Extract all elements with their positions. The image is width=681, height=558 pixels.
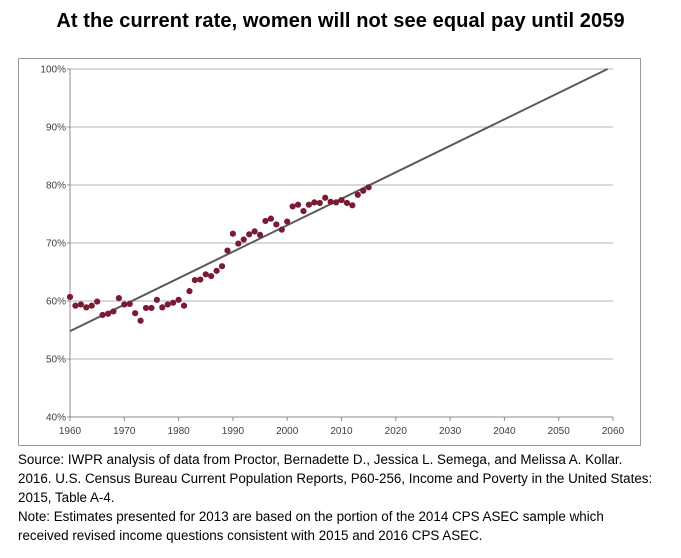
data-point bbox=[148, 304, 155, 312]
chart-title: At the current rate, women will not see … bbox=[56, 10, 625, 32]
data-point bbox=[311, 199, 318, 206]
data-point bbox=[218, 263, 226, 270]
y-tick-label: 40% bbox=[46, 413, 66, 424]
data-points bbox=[66, 184, 372, 324]
y-tick-label: 50% bbox=[46, 355, 66, 366]
data-point bbox=[115, 295, 122, 302]
data-point bbox=[99, 311, 106, 319]
data-point bbox=[343, 199, 351, 207]
y-tick-label: 100% bbox=[40, 65, 66, 76]
x-tick-label: 2050 bbox=[548, 426, 571, 437]
data-point bbox=[256, 231, 264, 238]
x-tick-label: 2030 bbox=[439, 426, 462, 437]
data-point bbox=[246, 231, 253, 238]
y-tick-label: 90% bbox=[46, 123, 66, 134]
data-point bbox=[126, 300, 133, 307]
data-point bbox=[300, 208, 307, 215]
data-point bbox=[229, 230, 236, 237]
y-tick-label: 70% bbox=[46, 239, 66, 250]
data-point bbox=[88, 302, 95, 309]
data-point bbox=[316, 199, 323, 207]
data-point bbox=[322, 194, 329, 201]
x-tick-label: 1990 bbox=[222, 426, 245, 437]
data-point bbox=[235, 240, 242, 247]
data-point bbox=[153, 296, 160, 303]
axes: 40% 50% 60% 70% 80% 90% 100% 1960 1970 1980 1990 20… bbox=[40, 65, 624, 438]
data-point bbox=[202, 271, 209, 278]
data-point bbox=[197, 276, 204, 283]
data-point bbox=[338, 196, 345, 204]
data-point bbox=[104, 310, 112, 317]
chart-area: 40% 50% 60% 70% 80% 90% 100% 1960 1970 1980 1990 20… bbox=[18, 58, 641, 446]
x-tick-label: 2060 bbox=[602, 426, 625, 437]
x-tick-label: 1980 bbox=[167, 426, 190, 437]
data-point bbox=[360, 187, 367, 194]
data-point bbox=[77, 301, 84, 308]
gridlines bbox=[70, 68, 613, 360]
data-point bbox=[327, 198, 334, 205]
data-point bbox=[142, 304, 150, 312]
data-point bbox=[278, 226, 285, 233]
note-text: Note: Estimates presented for 2013 are b… bbox=[18, 509, 604, 543]
data-point bbox=[332, 199, 340, 206]
data-point bbox=[164, 301, 171, 308]
y-tick-label: 80% bbox=[46, 181, 66, 192]
data-point bbox=[267, 215, 275, 222]
data-point bbox=[170, 299, 177, 306]
data-point bbox=[365, 184, 372, 191]
data-point bbox=[224, 247, 231, 254]
x-tick-label: 2020 bbox=[385, 426, 408, 437]
data-point bbox=[180, 302, 188, 309]
data-point bbox=[354, 191, 361, 198]
data-point bbox=[83, 304, 90, 311]
data-point bbox=[273, 221, 280, 228]
data-point bbox=[289, 203, 296, 210]
data-point bbox=[175, 296, 182, 303]
data-point bbox=[191, 277, 198, 284]
data-point bbox=[110, 308, 117, 315]
data-point bbox=[262, 217, 269, 225]
y-tick-label: 60% bbox=[46, 297, 66, 308]
chart-canvas: 40% 50% 60% 70% 80% 90% 100% 1960 1970 1980 1990 20… bbox=[40, 65, 624, 438]
data-point bbox=[240, 236, 247, 243]
data-point bbox=[159, 304, 166, 311]
x-tick-label: 1960 bbox=[59, 426, 82, 437]
x-tick-label: 2000 bbox=[276, 426, 299, 437]
x-tick-label: 1970 bbox=[113, 426, 136, 437]
data-point bbox=[137, 317, 144, 324]
data-point bbox=[305, 201, 313, 208]
x-tick-label: 2040 bbox=[493, 426, 516, 437]
caption: Source: IWPR analysis of data from Proct… bbox=[18, 450, 658, 545]
data-point bbox=[208, 272, 215, 280]
data-point bbox=[66, 293, 74, 301]
data-point bbox=[251, 228, 258, 235]
data-point bbox=[284, 218, 291, 225]
data-point bbox=[72, 302, 79, 309]
data-point bbox=[132, 310, 139, 317]
data-point bbox=[349, 202, 356, 209]
data-point bbox=[294, 201, 302, 208]
data-point bbox=[121, 301, 128, 308]
data-point bbox=[94, 298, 101, 305]
data-point bbox=[213, 267, 220, 274]
data-point bbox=[186, 288, 193, 295]
x-tick-label: 2010 bbox=[330, 426, 353, 437]
source-text: Source: IWPR analysis of data from Proct… bbox=[18, 452, 653, 505]
